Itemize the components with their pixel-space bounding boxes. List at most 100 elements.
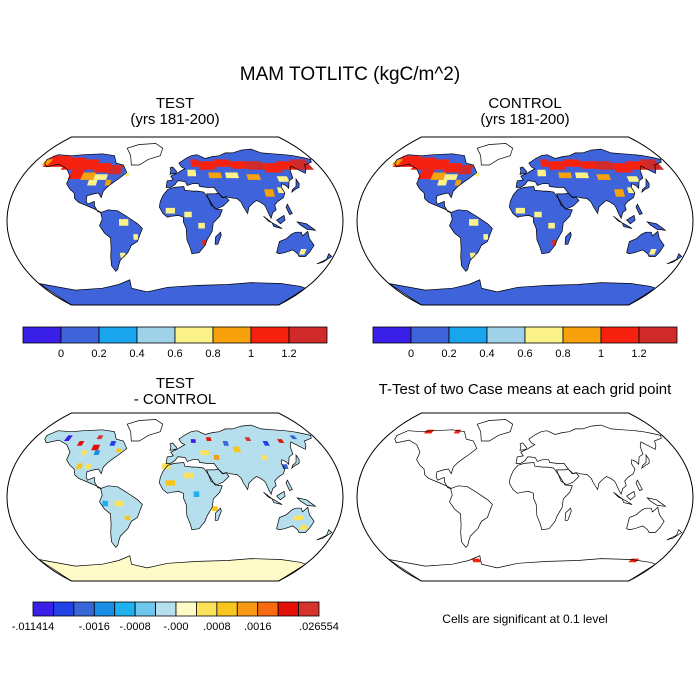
coastline-na	[44, 153, 128, 213]
coastline-af	[508, 462, 573, 531]
land-ph	[636, 204, 643, 215]
coastline-mg	[214, 507, 222, 521]
grid-cell	[548, 161, 566, 170]
coastline-au	[276, 230, 315, 257]
grid-cell	[190, 159, 200, 167]
colorbar-swatch	[22, 326, 62, 344]
grid-cell	[87, 179, 98, 186]
grid-cell	[165, 480, 175, 486]
coastline-bo	[276, 490, 286, 501]
colorbar-swatch	[372, 326, 412, 344]
land-af	[159, 462, 223, 530]
colorbar-swatch	[60, 326, 100, 344]
grid-cell	[392, 155, 422, 167]
coastline-au	[626, 230, 665, 257]
grid-cell	[115, 448, 122, 453]
coastline-nz	[666, 253, 683, 265]
map-background	[357, 413, 693, 581]
grid-cell	[107, 165, 124, 175]
colorbar-tick-label: 1.2	[281, 348, 296, 360]
coastline-sa	[99, 209, 143, 272]
grid-cell	[574, 172, 590, 179]
control-subtitle-text: (yrs 181-200)	[480, 111, 570, 128]
colorbar-tick-label: -.000	[163, 621, 188, 633]
colorbar-tick-label: .026554	[299, 621, 339, 633]
colorbar-swatch	[136, 326, 176, 344]
colorbar-swatch	[32, 601, 54, 617]
land-uk	[170, 442, 177, 451]
land-uk	[170, 166, 177, 175]
test-colorbar: 0 0.2 0.4 0.6 0.8 1 1.2	[22, 326, 328, 360]
coastline-na	[394, 153, 478, 213]
grid-cell	[208, 172, 222, 179]
coastline-an	[388, 279, 657, 305]
coastline-gl	[476, 419, 514, 442]
grid-cell	[190, 439, 196, 443]
colorbar-swatch	[486, 326, 526, 344]
coastline-ar	[206, 192, 230, 210]
coastline-bo	[626, 214, 636, 225]
grid-cell	[104, 179, 112, 186]
grid-cell	[246, 174, 262, 180]
colorbar-tick-label: 0	[58, 348, 64, 360]
coastline-jp	[291, 453, 300, 470]
colorbar-tick-label: 0.8	[555, 348, 570, 360]
colorbar-tick-label: 1	[248, 348, 254, 360]
grid-cell	[96, 435, 104, 440]
colorbar-swatch	[216, 601, 238, 617]
grid-cell	[133, 234, 139, 240]
land-ng	[297, 221, 316, 231]
grid-cell	[293, 515, 304, 521]
grid-cell	[474, 172, 481, 177]
colorbar-swatch	[277, 601, 299, 617]
grid-cell	[276, 439, 285, 443]
coastline-sa	[99, 485, 143, 548]
grid-cell	[124, 172, 131, 177]
colorbar-tick-label: 0.4	[479, 348, 494, 360]
grid-cell	[417, 169, 435, 179]
ttest-title-text: T-Test of two Case means at each grid po…	[378, 381, 672, 398]
grid-cell	[102, 500, 109, 507]
land-uk	[520, 166, 527, 175]
coastline-id	[263, 492, 283, 505]
map-border	[356, 412, 694, 582]
grid-cell	[262, 441, 270, 446]
grid-cell	[198, 161, 216, 170]
grid-cell	[276, 176, 290, 182]
grid-cell	[198, 222, 205, 229]
coastline-mg	[214, 231, 222, 245]
colorbar-swatch	[93, 601, 116, 617]
map-border	[356, 136, 694, 306]
diff-subtitle-text: - CONTROL	[133, 391, 217, 408]
colorbar-swatch	[562, 326, 602, 344]
grid-cell	[109, 441, 117, 446]
coastline-gl	[126, 419, 164, 442]
coastline-eu	[165, 148, 312, 220]
colorbar-tick-label: 1	[598, 348, 604, 360]
grid-cell	[93, 450, 101, 455]
colorbar-swatch	[524, 326, 564, 344]
coastline-ng	[296, 221, 317, 231]
colorbar-tick-label: -.0016	[79, 621, 110, 633]
colorbar-tick-label: .0008	[203, 621, 231, 633]
grid-cell	[232, 446, 242, 453]
coastline-sa	[449, 209, 493, 272]
grid-cell	[76, 441, 85, 446]
colorbar-tick-label: 1.2	[631, 348, 646, 360]
colorbar-swatch	[298, 601, 320, 617]
grid-cell	[224, 172, 240, 179]
coastline-ng	[296, 497, 317, 507]
colorbar-swatch	[410, 326, 450, 344]
grid-cell	[537, 169, 547, 177]
colorbar-swatch	[53, 601, 75, 617]
coastline-ng	[646, 497, 667, 507]
coastline-uk	[169, 442, 178, 451]
colorbar-tick-label: 0.6	[167, 348, 182, 360]
grid-cell	[212, 506, 218, 511]
colorbar-swatch	[175, 601, 197, 617]
significant-cell	[471, 558, 481, 563]
colorbar-tick-label: 0.8	[205, 348, 220, 360]
coastline-uk	[519, 442, 528, 451]
grid-cell	[93, 163, 113, 173]
coastline-eu	[165, 424, 312, 496]
